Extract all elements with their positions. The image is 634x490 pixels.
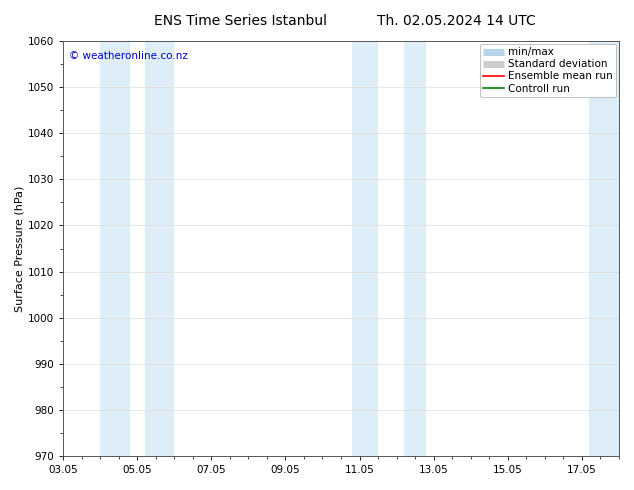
Bar <box>352 41 378 456</box>
Bar <box>404 41 426 456</box>
Text: © weatheronline.co.nz: © weatheronline.co.nz <box>68 51 188 61</box>
Bar <box>145 41 174 456</box>
Bar <box>590 41 619 456</box>
Legend: min/max, Standard deviation, Ensemble mean run, Controll run: min/max, Standard deviation, Ensemble me… <box>480 44 616 97</box>
Text: Th. 02.05.2024 14 UTC: Th. 02.05.2024 14 UTC <box>377 14 536 28</box>
Y-axis label: Surface Pressure (hPa): Surface Pressure (hPa) <box>15 185 25 312</box>
Text: ENS Time Series Istanbul: ENS Time Series Istanbul <box>155 14 327 28</box>
Bar <box>100 41 130 456</box>
